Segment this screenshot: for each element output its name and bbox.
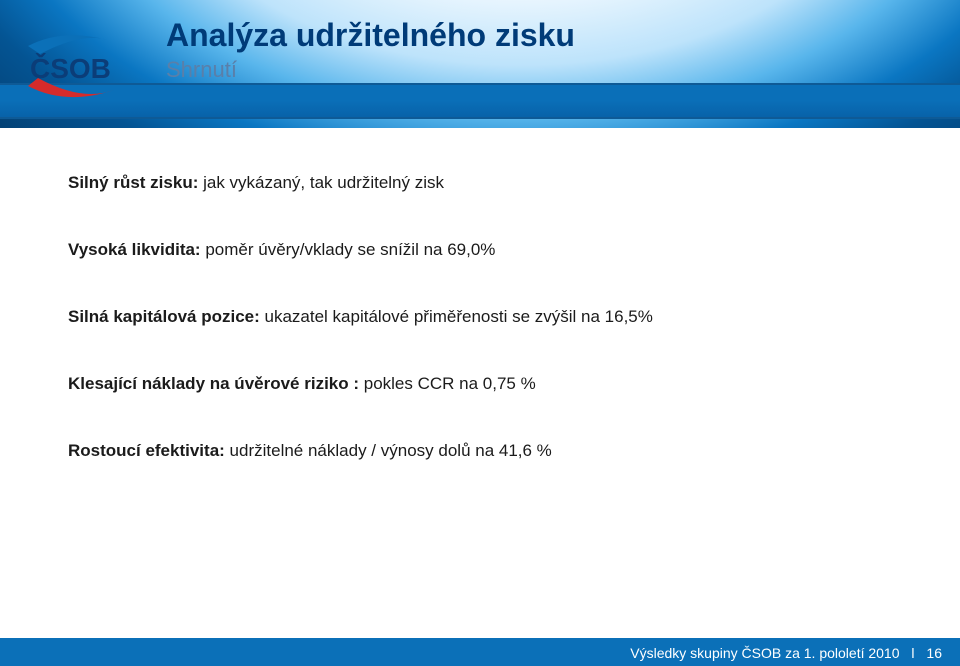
slide-title: Analýza udržitelného zisku xyxy=(166,18,575,53)
bullet-efficiency-bold: Rostoucí efektivita: xyxy=(68,441,230,460)
bullet-efficiency-text: udržitelné náklady / výnosy dolů na 41,6… xyxy=(230,441,552,460)
bullet-liquidity: Vysoká likvidita: poměr úvěry/vklady se … xyxy=(68,239,898,262)
bullet-growth-text: jak vykázaný, tak udržitelný zisk xyxy=(203,173,444,192)
bullet-growth: Silný růst zisku: jak vykázaný, tak udrž… xyxy=(68,172,898,195)
bullet-capital-bold: Silná kapitálová pozice: xyxy=(68,307,265,326)
bullet-liquidity-bold: Vysoká likvidita: xyxy=(68,240,205,259)
footer-bar: Výsledky skupiny ČSOB za 1. pololetí 201… xyxy=(0,638,960,666)
bullet-growth-bold: Silný růst zisku: xyxy=(68,173,203,192)
bullet-liquidity-text: poměr úvěry/vklady se snížil na 69,0% xyxy=(205,240,495,259)
bullet-capital: Silná kapitálová pozice: ukazatel kapitá… xyxy=(68,306,898,329)
footer-text: Výsledky skupiny ČSOB za 1. pololetí 201… xyxy=(630,645,942,661)
logo-text: ČSOB xyxy=(30,52,111,84)
bullet-credit-risk: Klesající náklady na úvěrové riziko : po… xyxy=(68,373,898,396)
footer-separator: l xyxy=(911,645,914,661)
bullet-efficiency: Rostoucí efektivita: udržitelné náklady … xyxy=(68,440,898,463)
title-block: Analýza udržitelného zisku Shrnutí xyxy=(166,18,575,83)
bullet-credit-risk-text: pokles CCR na 0,75 % xyxy=(364,374,536,393)
footer-caption: Výsledky skupiny ČSOB za 1. pololetí 201… xyxy=(630,645,899,661)
header-stripe xyxy=(0,83,960,119)
csob-logo: ČSOB xyxy=(22,26,142,109)
slide-subtitle: Shrnutí xyxy=(166,57,575,83)
presentation-slide: ČSOB Analýza udržitelného zisku Shrnutí … xyxy=(0,0,960,666)
slide-content: Silný růst zisku: jak vykázaný, tak udrž… xyxy=(68,172,898,507)
bullet-capital-text: ukazatel kapitálové přiměřenosti se zvýš… xyxy=(265,307,653,326)
bullet-credit-risk-bold: Klesající náklady na úvěrové riziko : xyxy=(68,374,364,393)
footer-page-number: 16 xyxy=(926,645,942,661)
